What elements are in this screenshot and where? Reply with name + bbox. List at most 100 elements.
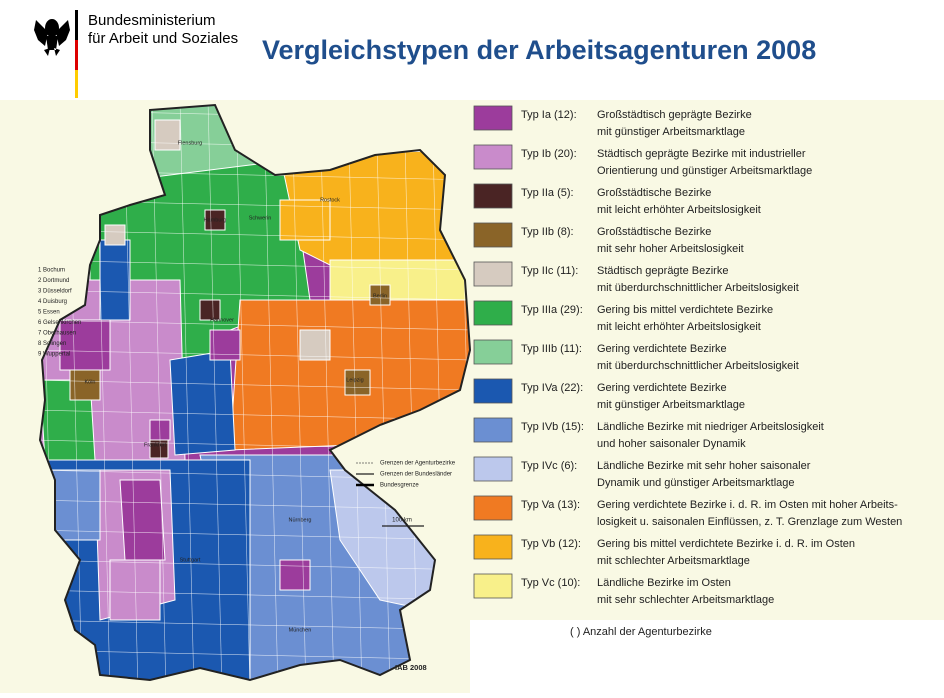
district-border [235,105,251,680]
region [149,439,169,459]
legend-text: Gering verdichtete Bezirke i. d. R. im O… [597,499,898,511]
district-border [263,105,279,680]
place-label: Rostock [320,197,340,203]
legend-text: Großstädtische Bezirke [597,187,711,199]
region [99,239,131,321]
place-label: Frankfurt [144,442,166,448]
flag-gold [75,70,78,98]
legend-type: Typ Vb (12): [521,538,581,550]
region [299,329,331,361]
district-border [40,649,470,661]
district-border [375,105,391,680]
legend-text: Gering bis mittel verdichtete Bezirke [597,304,773,316]
legend-swatch [473,573,513,599]
city-list-item: 5 Essen [38,310,60,316]
logo-eagle [34,19,70,56]
place-label: Leipzig [346,377,363,383]
district-border [40,619,470,631]
flag-black [75,10,78,40]
city-list-item: 9 Wuppertal [38,352,70,358]
region [154,119,181,151]
legend-swatch [473,261,513,287]
region [209,329,241,361]
place-label: Nürnberg [289,517,312,523]
boundary-label: Bundesgrenze [380,483,419,489]
region [279,199,331,241]
region [119,479,166,561]
place-label: Schwerin [249,215,272,221]
boundary-label: Grenzen der Agenturbezirke [380,461,456,467]
legend-text: mit leicht erhöhter Arbeitslosigkeit [597,204,761,216]
city-list-item: 8 Solingen [38,341,66,347]
header-bg [0,0,944,100]
map-source: IAB 2008 [395,663,427,672]
legend-text: Städtisch geprägte Bezirke mit industrie… [597,148,806,160]
district-border [179,105,195,680]
legend-type: Typ IVb (15): [521,421,584,433]
legend-swatch [473,495,513,521]
legend-swatch [473,105,513,131]
legend-text: mit schlechter Arbeitsmarktlage [597,555,750,567]
region [369,284,391,306]
city-list-item: 7 Oberhausen [38,331,76,337]
legend-text: Gering bis mittel verdichtete Bezirke i.… [597,538,855,550]
district-border [40,319,470,331]
city-list-item: 2 Dortmund [38,278,69,284]
district-border [40,289,470,301]
district-border [40,529,470,541]
legend-type: Typ IIb (8): [521,226,574,238]
legend-type: Typ IIIb (11): [521,343,582,355]
legend-text: Großstädtische Bezirke [597,226,711,238]
legend-type: Typ IIa (5): [521,187,574,199]
district-border [40,349,470,361]
note-bg [470,620,944,693]
legend-text: Orientierung und günstiger Arbeitsmarktl… [597,165,812,177]
legend-text: mit leicht erhöhter Arbeitslosigkeit [597,321,761,333]
legend-swatch [473,339,513,365]
legend-swatch [473,417,513,443]
district-border [291,105,307,680]
region [279,559,311,591]
place-label: München [289,627,312,633]
ministry-name: Bundesministerium [88,12,216,29]
boundary-label: Grenzen der Bundesländer [380,472,452,478]
legend-type: Typ IVc (6): [521,460,577,472]
legend-type: Typ Ib (20): [521,148,577,160]
legend-text: Großstädtisch geprägte Bezirke [597,109,752,121]
legend-type: Typ IVa (22): [521,382,583,394]
legend-swatch [473,222,513,248]
region [169,349,236,456]
city-list-item: 6 Gelsenkirchen [38,320,81,326]
district-border [40,559,470,571]
legend-text: mit sehr hoher Arbeitslosigkeit [597,243,744,255]
legend-text: Ländliche Bezirke mit niedriger Arbeitsl… [597,421,824,433]
legend-swatch [473,456,513,482]
legend-text: Ländliche Bezirke mit sehr hoher saisona… [597,460,811,472]
legend-text: Städtisch geprägte Bezirke [597,265,728,277]
legend-type: Typ IIc (11): [521,265,578,277]
legend-text: Gering verdichtete Bezirke [597,343,727,355]
city-list-item: 4 Duisburg [38,299,67,305]
region [344,369,371,396]
legend-swatch [473,300,513,326]
place-label: Hamburg [204,217,227,223]
place-label: Hannover [210,317,234,323]
region [104,224,126,246]
region [204,209,226,231]
legend-swatch [473,534,513,560]
district-border [319,105,335,680]
district-border [40,589,470,601]
national-border [38,103,472,682]
region [59,319,111,371]
legend-text: mit günstiger Arbeitsmarktlage [597,399,745,411]
legend-text: Ländliche Bezirke im Osten [597,577,731,589]
legend-text: mit überdurchschnittlicher Arbeitslosigk… [597,282,799,294]
legend-type: Typ Vc (10): [521,577,580,589]
place-label: Stuttgart [180,557,201,563]
flag-red [75,40,78,70]
district-border [40,229,470,241]
legend-text: und hoher saisonaler Dynamik [597,438,746,450]
place-label: Köln [84,379,95,385]
district-border [40,379,470,391]
legend-text: mit günstiger Arbeitsmarktlage [597,126,745,138]
